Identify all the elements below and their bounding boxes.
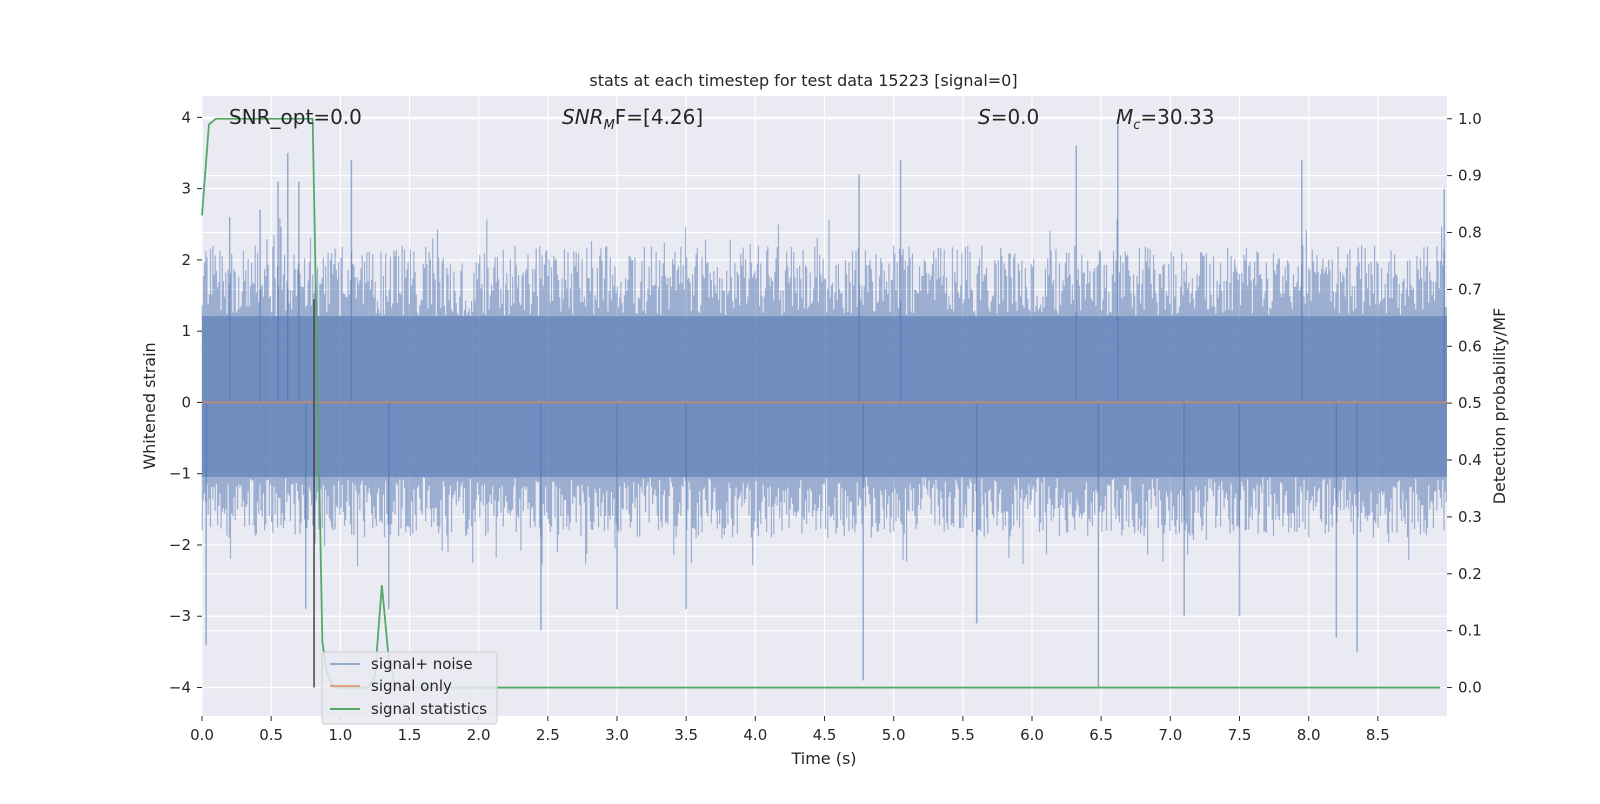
x-tick-label: 2.5 [536, 726, 560, 744]
y-tick-label: 1 [181, 322, 191, 340]
x-tick-label: 7.0 [1158, 726, 1182, 744]
x-tick-label: 6.5 [1089, 726, 1113, 744]
y-tick-label: 0 [181, 393, 191, 411]
annotation-s-rest: =0.0 [991, 105, 1040, 129]
y-tick-label: −1 [169, 465, 191, 483]
x-tick-label: 8.5 [1366, 726, 1390, 744]
x-tick-label: 2.0 [467, 726, 491, 744]
x-tick-label: 1.0 [328, 726, 352, 744]
legend: signal+ noise signal only signal statist… [321, 651, 498, 725]
y2-tick-label: 0.6 [1458, 337, 1482, 355]
y2-tick-label: 0.4 [1458, 451, 1482, 469]
x-tick-label: 5.0 [882, 726, 906, 744]
annotation-s-base: S [978, 105, 991, 129]
y-axis-label: Whitened strain [140, 342, 159, 469]
annotation-snr-mf-base: SNR [562, 105, 604, 129]
y2-tick-label: 0.5 [1458, 394, 1482, 412]
y2-tick-label: 0.7 [1458, 280, 1482, 298]
annotation-snr-mf: SNRMF=[4.26] [562, 105, 703, 133]
x-tick-label: 4.5 [813, 726, 837, 744]
x-tick-label: 6.0 [1020, 726, 1044, 744]
legend-box [321, 651, 498, 725]
y2-tick-label: 0.3 [1458, 508, 1482, 526]
x-tick-label: 3.0 [605, 726, 629, 744]
x-tick-label: 1.5 [398, 726, 422, 744]
annotation-mc-base: M [1116, 105, 1133, 129]
x-tick-label: 8.0 [1297, 726, 1321, 744]
x-tick-label: 0.5 [259, 726, 283, 744]
y-tick-label: 2 [181, 251, 191, 269]
annotation-s: S=0.0 [978, 105, 1039, 129]
y2-axis-ticks: 0.0 0.1 0.2 0.3 0.4 0.5 0.6 0.7 0.8 0.9 1.0 [1447, 110, 1482, 697]
x-tick-label: 4.0 [743, 726, 767, 744]
y2-axis-label: Detection probability/MF [1490, 308, 1509, 505]
x-tick-label: 0.0 [190, 726, 214, 744]
x-tick-label: 3.5 [674, 726, 698, 744]
signal-noise-series [201, 124, 1447, 688]
y2-tick-label: 0.9 [1458, 167, 1482, 185]
chart-title: stats at each timestep for test data 152… [589, 71, 1017, 90]
y-tick-label: 4 [181, 108, 191, 126]
annotation-snr-opt: SNR_opt=0.0 [229, 105, 362, 129]
x-tick-label: 7.5 [1228, 726, 1252, 744]
x-tick-label: 5.5 [951, 726, 975, 744]
annotation-mc-sub: c [1133, 118, 1140, 133]
legend-label-signal-noise: signal+ noise [371, 655, 473, 673]
y2-tick-label: 0.2 [1458, 565, 1482, 583]
x-axis-ticks: 0.0 0.5 1.0 1.5 2.0 2.5 3.0 3.5 4.0 4.5 5.0 5.5 6.0 6… [190, 716, 1390, 744]
annotation-mc-rest: =30.33 [1140, 105, 1214, 129]
y-tick-label: 3 [181, 180, 191, 198]
annotation-mc: Mc=30.33 [1116, 105, 1214, 133]
legend-label-signal-statistics: signal statistics [371, 700, 487, 718]
y-tick-label: −2 [169, 536, 191, 554]
y2-tick-label: 0.8 [1458, 224, 1482, 242]
annotation-snr-mf-sub: M [604, 118, 615, 133]
y-tick-label: −3 [169, 607, 191, 625]
y-tick-label: −4 [169, 678, 191, 696]
y2-tick-label: 0.1 [1458, 622, 1482, 640]
x-axis-label: Time (s) [790, 749, 856, 768]
y2-tick-label: 1.0 [1458, 110, 1482, 128]
y-axis-ticks: −4 −3 −2 −1 0 1 2 3 4 [169, 108, 202, 696]
y2-tick-label: 0.0 [1458, 679, 1482, 697]
legend-label-signal-only: signal only [371, 677, 452, 695]
annotation-snr-mf-rest: F=[4.26] [615, 105, 703, 129]
